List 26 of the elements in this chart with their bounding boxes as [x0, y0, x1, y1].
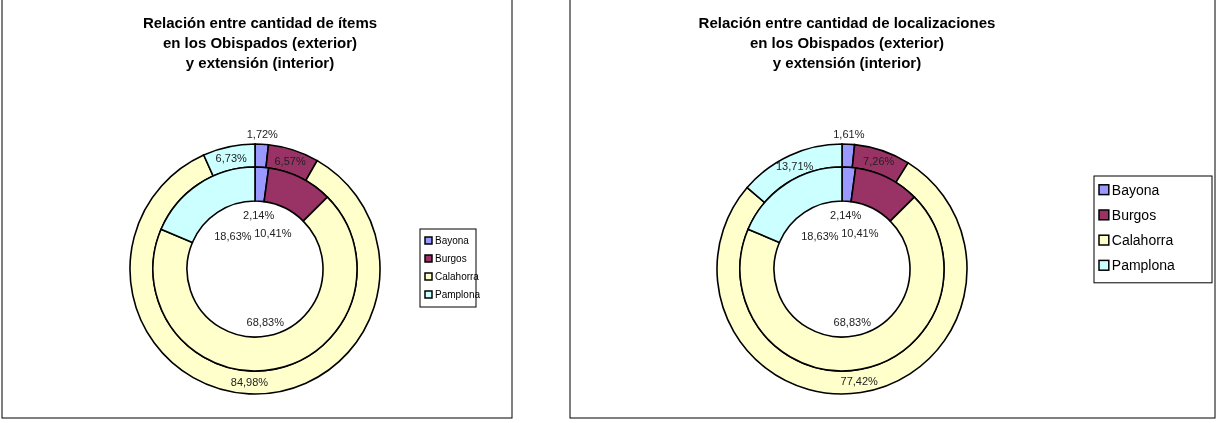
legend-label: Bayona: [1111, 181, 1160, 198]
data-label: 7,26%: [863, 155, 895, 168]
data-label: 6,57%: [274, 154, 306, 167]
legend-label: Bayona: [435, 235, 470, 246]
data-label: 18,63%: [214, 229, 252, 242]
legend-label: Pamplona: [435, 289, 481, 300]
data-label: 84,98%: [230, 376, 269, 389]
data-label: 10,41%: [254, 227, 292, 240]
data-label: 68,83%: [833, 315, 872, 328]
data-label: 2,14%: [830, 208, 862, 221]
chart-title: Relación entre cantidad de localizaciones en los Obispados (exterior) y extensión (interior): [698, 14, 996, 71]
data-label: 2,14%: [243, 208, 275, 221]
data-label: 10,41%: [841, 227, 879, 240]
data-label: 6,73%: [215, 151, 247, 164]
data-label: 68,83%: [246, 315, 285, 328]
data-label: 13,71%: [775, 159, 814, 172]
legend-label: Burgos: [435, 253, 467, 264]
legend-label: Calahorra: [435, 271, 480, 282]
legend-label: Pamplona: [1111, 257, 1176, 274]
data-label: 1,72%: [246, 128, 279, 141]
legend-label: Burgos: [1111, 206, 1157, 223]
legend-label: Calahorra: [1111, 232, 1174, 248]
data-label: 1,61%: [833, 128, 865, 141]
chart-title: Relación entre cantidad de ítems en los Obispados (exterior) y extensión (interior): [142, 14, 378, 71]
data-label: 18,63%: [801, 229, 839, 242]
data-label: 77,42%: [840, 375, 879, 388]
